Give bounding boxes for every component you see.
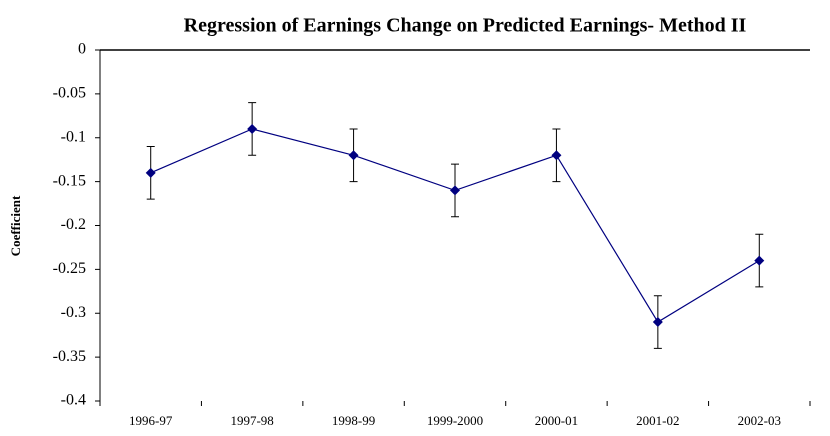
y-tick-label: -0.15 (53, 172, 86, 189)
y-tick-label: 0 (78, 41, 86, 58)
marker (145, 167, 156, 178)
x-tick-label: 1999-2000 (427, 413, 483, 428)
y-axis-label: Coefficient (8, 195, 23, 256)
x-tick-label: 1998-99 (332, 413, 375, 428)
marker (348, 150, 359, 161)
y-tick-label: -0.05 (53, 85, 86, 102)
y-tick-label: -0.25 (53, 260, 86, 277)
marker (450, 185, 460, 196)
marker (551, 150, 562, 161)
y-tick-label: -0.3 (61, 304, 86, 321)
x-tick-label: 1997-98 (230, 413, 273, 428)
y-tick-label: -0.35 (53, 348, 86, 365)
x-tick-label: 2001-02 (636, 413, 679, 428)
x-tick-label: 2002-03 (738, 413, 781, 428)
chart-title: Regression of Earnings Change on Predict… (184, 15, 747, 37)
y-tick-label: -0.2 (61, 216, 86, 233)
marker (754, 255, 765, 266)
line (150, 128, 760, 323)
y-tick-label: -0.1 (61, 128, 86, 145)
y-tick-label: -0.4 (61, 392, 86, 409)
x-tick-label: 2000-01 (535, 413, 578, 428)
x-tick-label: 1996-97 (129, 413, 173, 428)
marker (247, 123, 258, 134)
marker (652, 317, 663, 328)
